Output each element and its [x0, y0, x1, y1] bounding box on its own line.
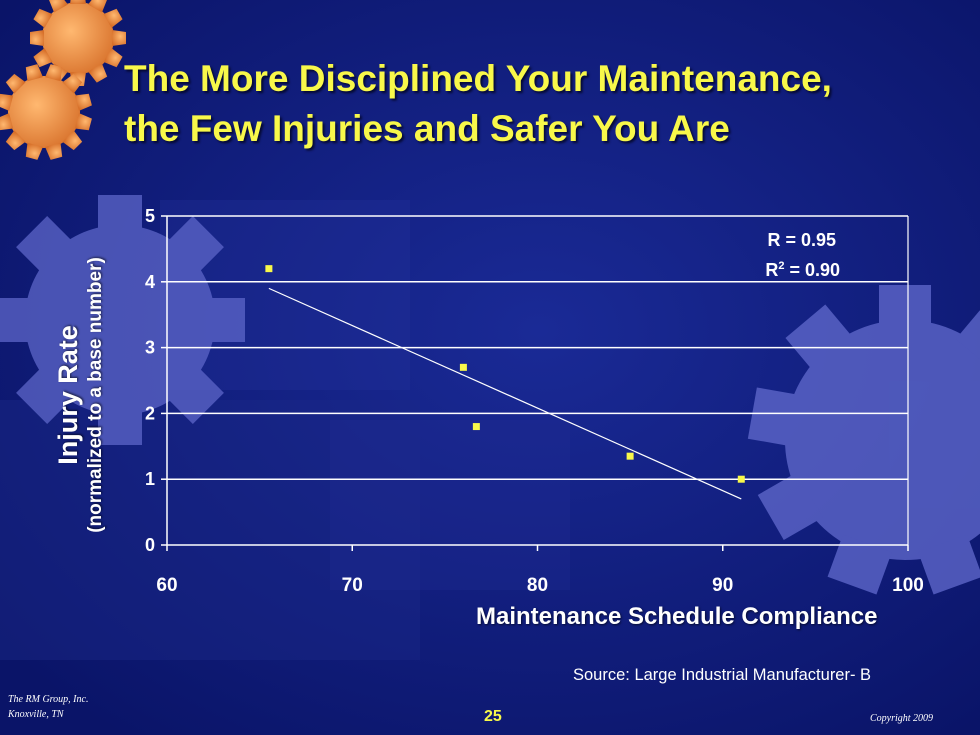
y-axis-label: Injury Rate (normalized to a base number… — [52, 195, 132, 595]
x-tick-label-60: 60 — [156, 575, 177, 596]
y-tick-label-0: 0 — [145, 535, 155, 555]
gear-icon — [747, 285, 980, 595]
y-axis-label-sub: (normalized to a base number) — [85, 257, 106, 533]
footer-organization: The RM Group, Inc. Knoxville, TN — [8, 692, 88, 722]
title-line-2: the Few Injuries and Safer You Are — [124, 108, 730, 149]
y-tick-label-5: 5 — [145, 206, 155, 226]
y-tick-label-1: 1 — [145, 469, 155, 489]
data-point-5 — [737, 475, 745, 483]
r2-suffix: = 0.90 — [784, 260, 840, 280]
r2-prefix: R — [765, 260, 778, 280]
footer-org-name: The RM Group, Inc. — [8, 694, 89, 705]
x-tick-label-100: 100 — [892, 575, 924, 596]
title-line-1: The More Disciplined Your Maintenance, — [124, 58, 832, 99]
x-tick-label-80: 80 — [527, 575, 548, 596]
x-tick-label-70: 70 — [342, 575, 363, 596]
x-tick-label-90: 90 — [712, 575, 733, 596]
data-point-4 — [626, 452, 634, 460]
y-tick-label-2: 2 — [145, 403, 155, 423]
source-note: Source: Large Industrial Manufacturer- B — [573, 666, 872, 684]
footer-copyright: Copyright 2009 — [870, 713, 934, 724]
grid-lines — [167, 215, 908, 480]
y-tick-label-4: 4 — [145, 272, 155, 292]
page-number: 25 — [484, 708, 502, 725]
r2-annotation: R2 = 0.90 — [765, 260, 840, 280]
y-axis-label-main: Injury Rate — [53, 325, 83, 465]
y-tick-label-3: 3 — [145, 338, 155, 358]
axes — [161, 215, 909, 551]
gear-icon — [0, 64, 92, 160]
trendline — [268, 287, 742, 500]
footer-org-location: Knoxville, TN — [8, 709, 64, 720]
x-axis-label: Maintenance Schedule Compliance — [476, 603, 878, 630]
trendline-layer — [268, 287, 742, 500]
data-point-3 — [472, 423, 480, 431]
r-annotation: R = 0.95 — [767, 230, 836, 250]
data-point-1 — [265, 265, 273, 273]
tick-labels: 0 1 2 3 4 5 60 70 80 90 100 — [145, 206, 924, 596]
r2-superscript: 2 — [778, 260, 784, 272]
data-points — [265, 265, 745, 483]
slide-title: The More Disciplined Your Maintenance, t… — [124, 54, 944, 154]
data-point-2 — [459, 363, 467, 371]
